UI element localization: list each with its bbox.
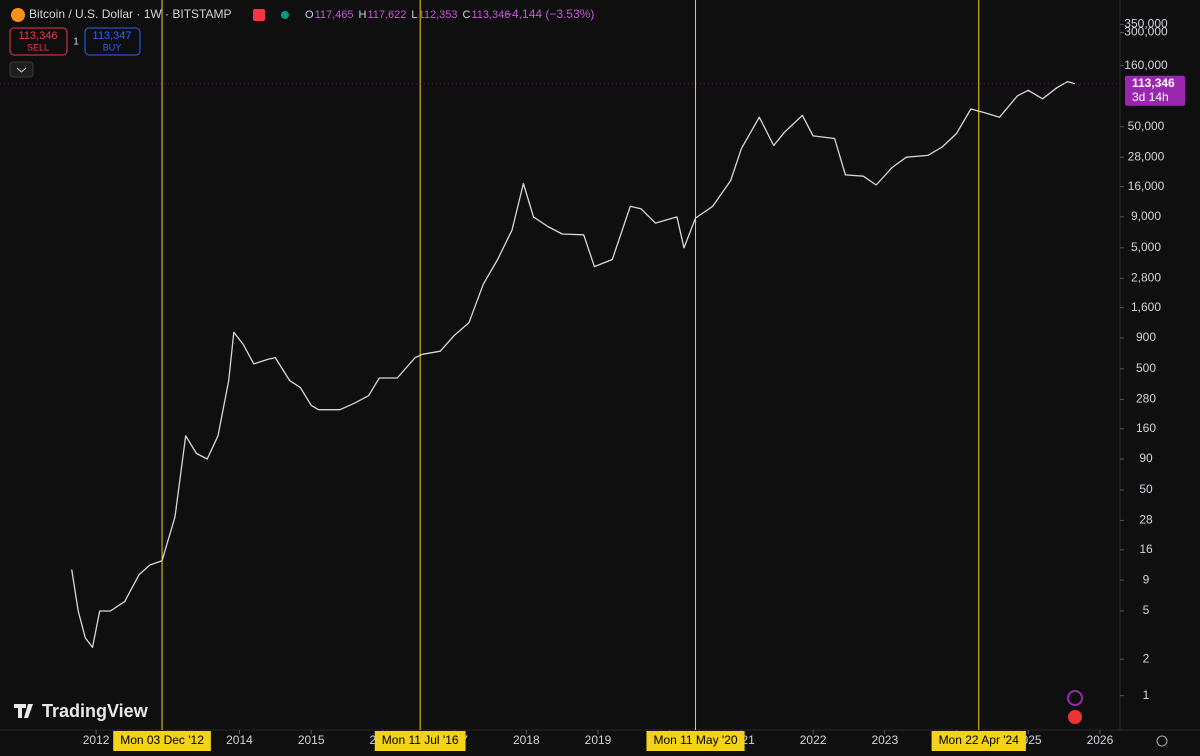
y-tick-label: 300,000	[1124, 25, 1168, 39]
y-tick-label: 5	[1143, 603, 1150, 617]
news-icon[interactable]	[1068, 710, 1082, 724]
y-tick-label: 90	[1139, 451, 1153, 465]
market-status	[281, 11, 289, 19]
countdown: 3d 14h	[1132, 90, 1169, 104]
sell-label: SELL	[27, 42, 49, 52]
x-tick-label: 2015	[298, 733, 325, 747]
y-tick-label: 16	[1139, 542, 1153, 556]
marker-label: Mon 11 Jul '16	[382, 733, 459, 747]
spread: 1	[73, 37, 79, 48]
marker-label-box	[374, 731, 466, 751]
brand: TradingView	[42, 701, 149, 721]
y-tick-label: 50	[1139, 482, 1153, 496]
last-price-tag	[1125, 75, 1185, 106]
flag-icon[interactable]	[253, 9, 265, 21]
y-tick-label: 9	[1143, 572, 1150, 586]
x-tick-label: 2019	[585, 733, 612, 747]
y-tick-label: 50,000	[1128, 119, 1165, 133]
y-tick-label: 28,000	[1128, 149, 1165, 163]
collapse-button[interactable]	[9, 61, 34, 78]
ohlc-value: 117,465	[315, 9, 354, 21]
sell-button[interactable]	[9, 27, 68, 56]
ohlc: O 117,465 H 117,622 L 112,353 C 113,346	[305, 9, 510, 21]
marker-label: Mon 22 Apr '24	[939, 733, 1020, 747]
y-tick-label: 2	[1143, 651, 1150, 665]
x-tick-label: 2026	[1087, 733, 1114, 747]
events-icon[interactable]	[1067, 690, 1083, 706]
marker-label-box	[931, 731, 1026, 751]
last-price-label: 113,346	[1132, 76, 1175, 90]
x-tick-label: 2018	[513, 733, 540, 747]
plot	[0, 0, 1120, 730]
y-tick-label: 900	[1136, 330, 1156, 344]
ohlc-key: C	[463, 9, 471, 21]
buy-price: 113,347	[93, 30, 132, 42]
y-tick-label: 1,600	[1131, 300, 1161, 314]
x-tick-label: 2012	[83, 733, 110, 747]
y-tick-label: 280	[1136, 392, 1156, 406]
ohlc-value: 112,353	[419, 9, 458, 21]
settings-icon[interactable]	[1156, 735, 1168, 747]
bitcoin-icon	[11, 8, 25, 22]
y-tick-label: 16,000	[1128, 179, 1165, 193]
y-tick-label: 1	[1143, 688, 1150, 702]
y-tick-label: 350,000	[1124, 17, 1168, 31]
x-tick-label: 2014	[226, 733, 253, 747]
marker-label: Mon 03 Dec '12	[120, 733, 204, 747]
y-tick-label: 9,000	[1131, 209, 1161, 223]
buy-button[interactable]	[84, 27, 141, 56]
marker-label: Mon 11 May '20	[653, 733, 737, 747]
symbol: Bitcoin / U.S. Dollar · 1W · BITSTAMP	[29, 7, 231, 21]
y-tick-label: 28	[1139, 513, 1153, 527]
ohlc-key: H	[359, 9, 367, 21]
ohlc-value: 113,346	[471, 9, 510, 21]
y-tick-label: 160,000	[1124, 58, 1168, 72]
buy-label: BUY	[103, 42, 122, 52]
price-line	[71, 80, 1075, 649]
brand-logo	[14, 704, 33, 718]
y-tick-label: 160	[1136, 421, 1156, 435]
chevron-icon	[16, 67, 27, 73]
x-tick-label: 2023	[871, 733, 898, 747]
change: −4,144 (−3.53%)	[505, 7, 594, 21]
x-tick-label: 2022	[800, 733, 827, 747]
ohlc-value: 117,622	[367, 9, 406, 21]
y-tick-label: 2,800	[1131, 270, 1161, 284]
ohlc-key: L	[411, 9, 417, 21]
marker-label-box	[646, 731, 745, 751]
sell-price: 113,346	[19, 30, 58, 42]
marker-label-box	[113, 731, 211, 751]
y-tick-label: 5,000	[1131, 240, 1161, 254]
ohlc-key: O	[305, 9, 314, 21]
y-tick-label: 500	[1136, 361, 1156, 375]
